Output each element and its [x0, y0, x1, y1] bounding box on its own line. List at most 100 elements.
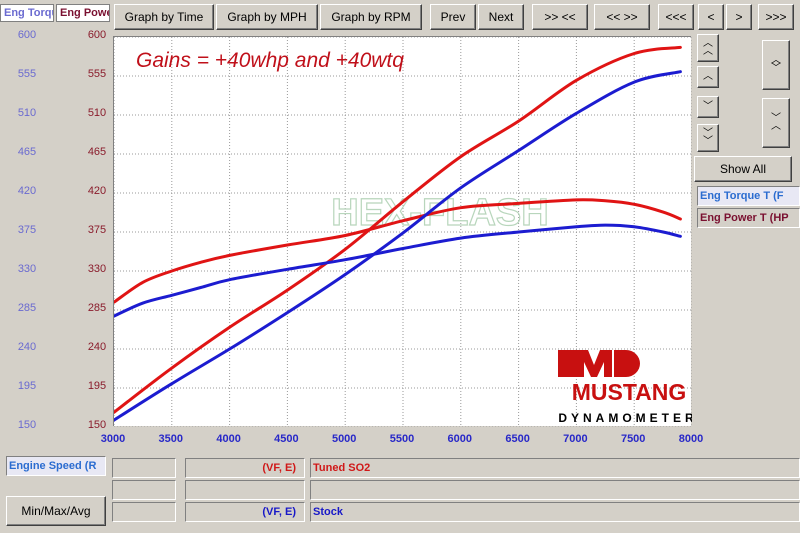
y-tick-label-torque: 240	[17, 341, 37, 353]
chart-plot-area[interactable]: HEX-FLASH Gains = +40whp and +40wtq MUST…	[113, 36, 692, 427]
y-tick-label-torque: 150	[17, 419, 37, 431]
x-tick-label: 3500	[158, 433, 184, 445]
y-tick-label-torque: 555	[17, 68, 37, 80]
run2-flags: (VF, E)	[185, 502, 305, 522]
expand-vertical-icon: ︿ ﹀	[771, 55, 781, 74]
x-tick-label: 7000	[563, 433, 588, 445]
zoom-in-button[interactable]: >> <<	[532, 4, 588, 30]
run1-flags-label: (VF, E)	[262, 462, 296, 474]
x-tick-label: 4500	[274, 433, 299, 445]
graph-by-rpm-label: Graph by RPM	[331, 10, 411, 24]
run1-value-a	[112, 458, 176, 478]
y-tick-label-power: 375	[87, 224, 107, 236]
tab-eng-torque[interactable]: Eng Torque	[0, 4, 54, 22]
scroll-up-button[interactable]: ︿	[697, 66, 719, 88]
prev-label: Prev	[440, 10, 466, 24]
graph-by-mph-label: Graph by MPH	[227, 10, 307, 24]
x-tick-label: 7500	[620, 433, 646, 445]
y-tick-label-torque: 420	[17, 185, 37, 197]
graph-by-rpm-button[interactable]: Graph by RPM	[320, 4, 422, 30]
y-tick-label-power: 240	[87, 341, 107, 353]
chevron-down-icon: ﹀	[703, 101, 713, 112]
graph-by-time-button[interactable]: Graph by Time	[114, 4, 214, 30]
series-line-tuned-so2-1	[114, 45, 682, 414]
run1-name-label: Tuned SO2	[313, 462, 371, 474]
scroll-page-up-button[interactable]: ︿ ︿	[697, 34, 719, 62]
graph-by-mph-button[interactable]: Graph by MPH	[216, 4, 318, 30]
shrink-range-button[interactable]: ﹀ ︿	[762, 98, 790, 148]
x-channel-field[interactable]: Engine Speed (R	[6, 456, 106, 476]
x-tick-label: 3000	[100, 433, 126, 445]
series-line-stock-2	[114, 223, 682, 318]
y-tick-label-torque: 510	[17, 107, 37, 119]
logo-dynamometer-text: DYNAMOMETER	[558, 411, 692, 425]
first-label: <<<	[665, 10, 687, 24]
x-tick-label: 4000	[216, 433, 241, 445]
run2-flags-label: (VF, E)	[262, 506, 296, 518]
next-label: Next	[488, 10, 514, 24]
shrink-vertical-icon: ﹀ ︿	[771, 113, 781, 132]
mustang-dyno-logo: MUSTANG DYNAMOMETER	[558, 350, 692, 425]
min-max-avg-label: Min/Max/Avg	[21, 504, 91, 518]
show-all-button[interactable]: Show All	[694, 156, 792, 182]
run2-value-a	[112, 502, 176, 522]
logo-mustang-text: MUSTANG	[572, 379, 687, 405]
y-tick-label-torque: 330	[17, 263, 37, 275]
step-forward-label: >	[735, 10, 743, 24]
y-tick-label-torque: 465	[17, 146, 37, 158]
run1-name[interactable]: Tuned SO2	[310, 458, 800, 478]
chart-title: Gains = +40whp and +40wtq	[136, 49, 404, 72]
series-line-tuned-so2-0	[114, 198, 682, 304]
last-button[interactable]: >>>	[758, 4, 794, 30]
y-tick-label-torque: 285	[17, 302, 37, 314]
legend-eng-power[interactable]: Eng Power T (HP	[697, 208, 800, 228]
scroll-page-down-button[interactable]: ﹀ ﹀	[697, 124, 719, 152]
expand-range-button[interactable]: ︿ ﹀	[762, 40, 790, 90]
x-channel-label: Engine Speed (R	[9, 460, 97, 472]
y-tick-label-power: 555	[87, 68, 107, 80]
next-button[interactable]: Next	[478, 4, 524, 30]
y-tick-label-power: 195	[87, 380, 107, 392]
chart-svg: HEX-FLASH Gains = +40whp and +40wtq MUST…	[114, 37, 692, 427]
last-label: >>>	[765, 10, 787, 24]
step-back-button[interactable]: <	[698, 4, 724, 30]
logo-m-shape	[576, 350, 612, 377]
scroll-down-button[interactable]: ﹀	[697, 96, 719, 118]
legend-eng-power-label: Eng Power T (HP	[700, 212, 789, 224]
y-tick-label-power: 420	[87, 185, 107, 197]
y-tick-label-torque: 600	[17, 29, 37, 41]
y-tick-label-torque: 195	[17, 380, 37, 392]
y-tick-label-power: 465	[87, 146, 107, 158]
y-tick-label-power: 600	[87, 29, 107, 41]
legend-eng-torque[interactable]: Eng Torque T (F	[697, 186, 800, 206]
graph-by-time-label: Graph by Time	[124, 10, 204, 24]
y-tick-label-power: 510	[87, 107, 107, 119]
legend-eng-torque-label: Eng Torque T (F	[700, 190, 784, 202]
chevron-up-icon: ︿	[703, 71, 713, 82]
spacer-b	[185, 480, 305, 500]
zoom-in-label: >> <<	[544, 10, 576, 24]
prev-button[interactable]: Prev	[430, 4, 476, 30]
first-button[interactable]: <<<	[658, 4, 694, 30]
zoom-out-button[interactable]: << >>	[594, 4, 650, 30]
y-tick-label-torque: 375	[17, 224, 37, 236]
spacer-c	[310, 480, 800, 500]
x-tick-label: 5500	[389, 433, 415, 445]
tab-eng-power[interactable]: Eng Power	[56, 4, 110, 22]
show-all-label: Show All	[719, 162, 767, 176]
x-tick-label: 6500	[505, 433, 530, 445]
step-back-label: <	[707, 10, 715, 24]
double-chevron-down-icon: ﹀ ﹀	[703, 128, 713, 147]
tab-eng-torque-label: Eng Torque	[4, 7, 53, 19]
y-tick-label-power: 330	[87, 263, 107, 275]
y-tick-label-power: 285	[87, 302, 107, 314]
series-line-stock-3	[114, 70, 682, 422]
step-forward-button[interactable]: >	[726, 4, 752, 30]
x-tick-label: 8000	[678, 433, 704, 445]
zoom-out-label: << >>	[606, 10, 638, 24]
run2-name[interactable]: Stock	[310, 502, 800, 522]
x-tick-label: 6000	[447, 433, 473, 445]
y-tick-label-power: 150	[87, 419, 107, 431]
min-max-avg-button[interactable]: Min/Max/Avg	[6, 496, 106, 526]
double-chevron-up-icon: ︿ ︿	[703, 38, 713, 57]
